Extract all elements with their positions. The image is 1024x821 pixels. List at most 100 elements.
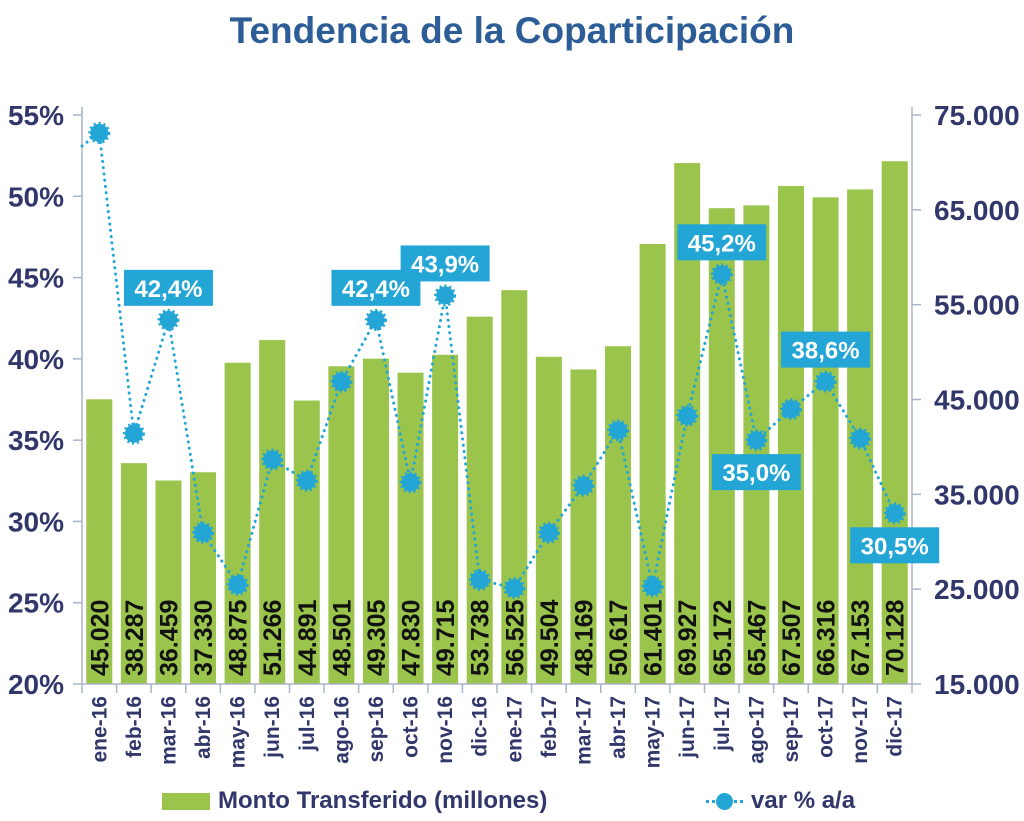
bar-value-labels: 45.020 38.287 36.459 37.330 48.875 51.266 44.8… [86,599,909,676]
month-label-may-16: may-16 [227,696,250,768]
bar-value-label: 69.927 [674,600,702,676]
point-abr-16 [192,521,215,544]
bar-series-swatch [162,792,210,810]
callout-box [123,269,213,306]
bar-value-label: 67.507 [778,600,806,676]
right-axis-labels: 75.000 65.000 55.000 45.000 35.000 25.000 15.0… [934,100,1020,700]
month-label-ago-16: ago-16 [330,696,353,764]
month-label-feb-16: feb-16 [123,696,146,758]
left-axis-label: 35% [8,425,64,456]
callout-box [677,224,767,261]
bar-feb-16 [120,463,147,684]
bar-value-label: 38.287 [121,600,149,676]
callout-text: 38,6% [792,338,860,365]
point-ene-16 [88,121,111,144]
left-axis-label: 30% [8,506,64,537]
callout-jul-17: 45,2% [677,224,767,261]
point-abr-17 [607,419,630,442]
bar-mar-16 [155,480,182,684]
bar-value-label: 47.830 [398,600,426,676]
callout-text: 30,5% [861,533,929,560]
bar-jul-17 [708,208,735,684]
right-axis-label: 45.000 [934,385,1020,416]
point-sep-16 [364,308,387,331]
line-series-marker-icon [706,792,743,810]
axes-group [73,107,921,693]
bar-value-label: 49.715 [432,599,460,676]
bar-ene-16 [86,399,113,684]
bar-value-label: 49.305 [363,599,391,676]
callout-dic-17: 30,5% [850,527,940,564]
right-axis-label: 75.000 [934,100,1020,131]
point-nov-17 [849,427,872,450]
callout-text: 45,2% [688,230,756,257]
month-label-jun-16: jun-16 [261,696,284,759]
month-label-mar-17: mar-17 [572,696,595,765]
bar-value-label: 66.316 [813,600,841,676]
point-ago-17 [745,429,768,452]
point-feb-17 [537,521,560,544]
month-label-sep-16: sep-16 [365,696,388,763]
month-label-jun-17: jun-17 [676,696,699,759]
callout-labels-group: 42,4% 42,4%43,9%45,2%35,0%38,6%30,5% [123,224,940,564]
callout-mar-16: 42,4% [123,269,213,306]
left-axis-labels: 55% 50% 45% 40% 35% 30% 25% 20% [8,100,64,700]
month-label-dic-16: dic-16 [469,696,492,757]
bar-ago-16 [328,366,355,684]
point-jul-16 [295,469,318,492]
month-label-feb-17: feb-17 [538,696,561,758]
left-axis-label: 55% [8,100,64,131]
bar-oct-16 [397,372,424,684]
legend-item-var: var % a/a [706,784,855,818]
right-axis-label: 65.000 [934,195,1020,226]
month-label-nov-17: nov-17 [849,696,872,764]
right-axis-label: 15.000 [934,669,1020,700]
right-axis-label: 25.000 [934,574,1020,605]
bar-nov-16 [432,354,459,684]
right-axis-label: 35.000 [934,479,1020,510]
bar-value-label: 50.617 [605,600,633,676]
point-dic-17 [883,502,906,525]
line-series-group [80,121,906,600]
point-dic-16 [468,568,491,591]
point-jun-16 [261,448,284,471]
callout-text: 42,4% [342,276,410,303]
bar-value-label: 70.128 [882,599,910,676]
point-jun-17 [676,404,699,427]
x-axis-labels: ene-16 feb-16 mar-16 abr-16 may-16 jun-16 jul-… [88,696,906,768]
point-feb-16 [122,422,145,445]
point-ene-17 [503,577,526,600]
bar-value-label: 65.172 [709,600,737,676]
bar-abr-16 [190,472,217,684]
bar-dic-17 [881,161,908,684]
bar-value-label: 53.738 [467,599,495,676]
callout-text: 42,4% [134,276,202,303]
bar-value-label: 48.501 [328,599,356,676]
chart-title: Tendencia de la Coparticipación [229,10,795,51]
chart-legend: Monto Transferido (millones) var % a/a [0,784,1024,818]
legend-label-var: var % a/a [751,787,856,814]
month-label-oct-16: oct-16 [400,696,423,758]
bar-value-label: 49.504 [536,599,564,676]
bar-jul-16 [293,400,320,684]
month-label-abr-17: abr-17 [607,696,630,759]
bar-value-label: 67.153 [847,600,875,676]
callout-box [711,454,801,491]
left-axis-label: 20% [8,669,64,700]
bar-value-label: 61.401 [640,599,668,676]
month-label-ene-17: ene-17 [503,696,526,763]
bar-mar-17 [570,369,597,684]
month-label-jul-17: jul-17 [711,696,734,752]
callout-nov-16: 43,9% [400,245,490,282]
left-axis-label: 40% [8,344,64,375]
callout-oct-17: 38,6% [781,331,871,368]
bar-value-label: 36.459 [155,600,183,676]
bar-value-label: 65.467 [743,600,771,676]
point-mar-17 [572,474,595,497]
month-label-sep-17: sep-17 [780,696,803,763]
callout-ago-17: 35,0% [711,454,801,491]
callout-text: 43,9% [411,251,479,278]
bar-may-17 [639,243,666,684]
bar-value-label: 44.891 [294,599,322,676]
